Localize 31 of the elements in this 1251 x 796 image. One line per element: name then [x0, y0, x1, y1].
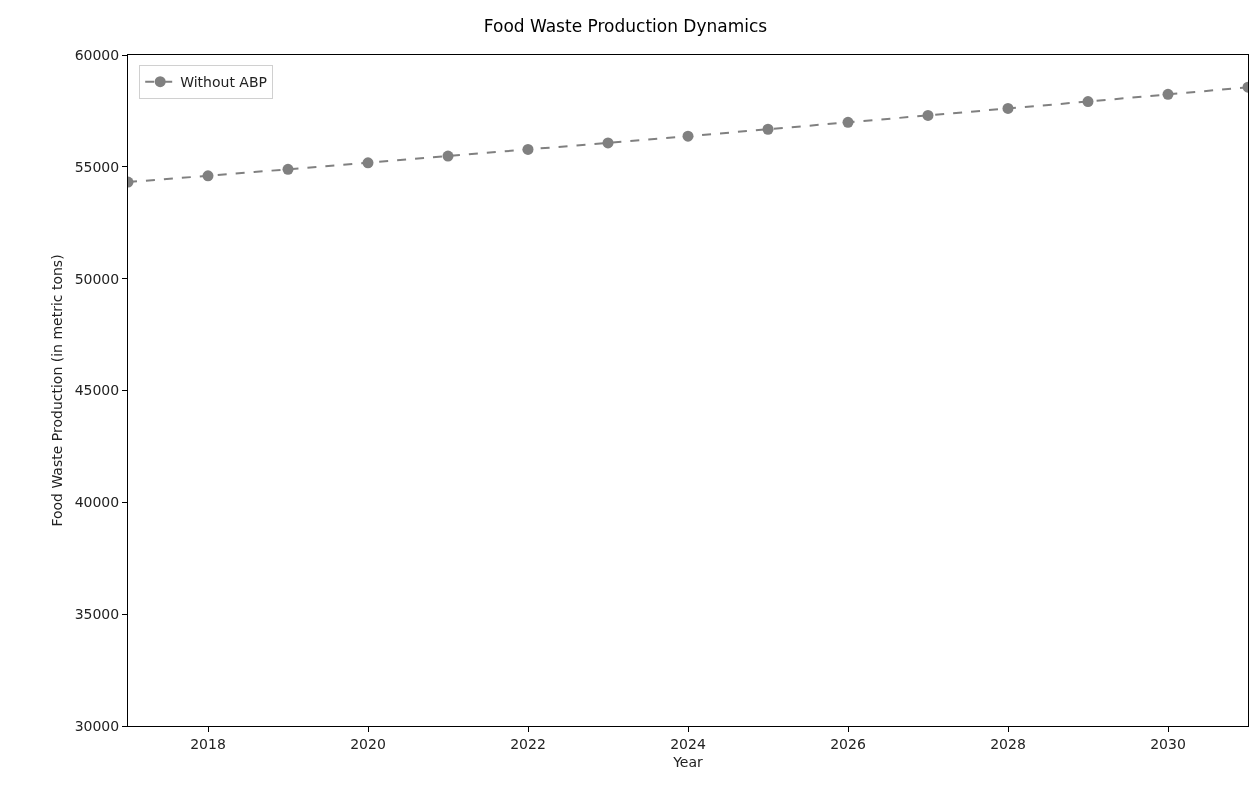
y-tick-label: 30000: [74, 717, 120, 734]
y-tick-label: 60000: [74, 46, 120, 63]
point: [602, 137, 614, 149]
x-tick-label: 2022: [510, 735, 546, 752]
point: [1002, 102, 1014, 114]
point: [1082, 96, 1094, 108]
point: [202, 170, 214, 182]
y-tick-label: 35000: [74, 606, 120, 623]
point: [842, 116, 854, 128]
chart-title: Food Waste Production Dynamics: [483, 16, 768, 37]
x-tick-label: 2024: [670, 735, 706, 752]
point: [442, 150, 454, 162]
x-tick-label: 2020: [350, 735, 386, 752]
x-tick-label: 2026: [830, 735, 866, 752]
legend-label: Without ABP: [180, 74, 267, 91]
point: [922, 109, 934, 121]
point: [522, 143, 534, 155]
point: [682, 130, 694, 142]
y-axis-title: Food Waste Production (in metric tons): [49, 254, 66, 527]
y-tick-label: 55000: [74, 158, 120, 175]
x-tick-label: 2028: [990, 735, 1026, 752]
x-axis-title: Year: [672, 754, 704, 771]
point: [282, 163, 294, 175]
x-tick-label: 2030: [1150, 735, 1186, 752]
point: [1162, 88, 1174, 100]
x-tick-label: 2018: [190, 735, 226, 752]
y-tick-label: 40000: [74, 494, 120, 511]
y-tick-label: 50000: [74, 270, 120, 287]
point: [362, 157, 374, 169]
y-tick-label: 45000: [74, 382, 120, 399]
point: [762, 123, 774, 135]
